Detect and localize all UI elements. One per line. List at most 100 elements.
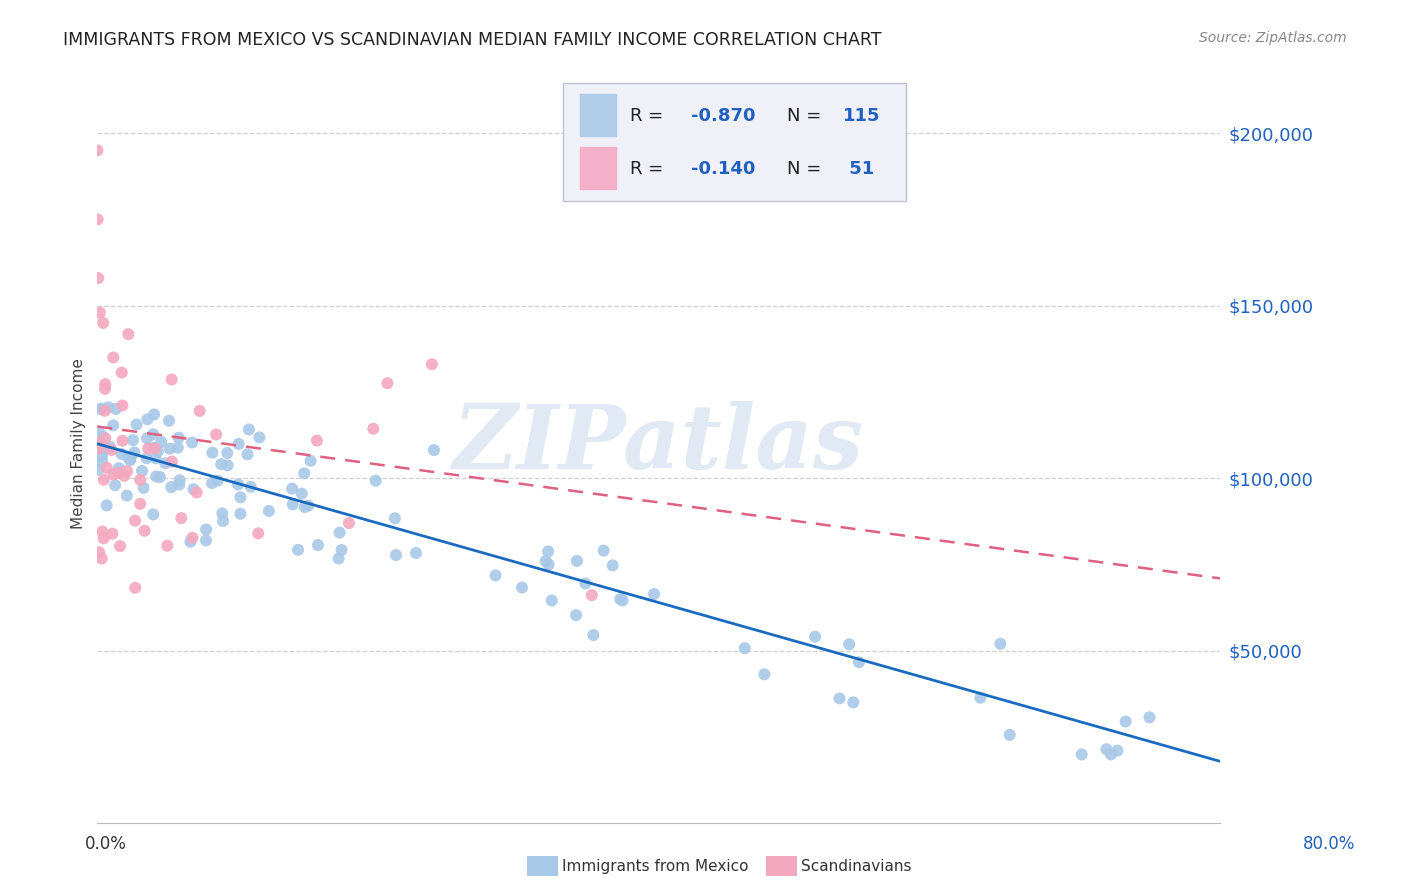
Point [90,551,112,566]
Point [998,728,1021,742]
Point [160,372,183,386]
Point [124,581,146,595]
Point [96,499,118,513]
Point [537,558,560,572]
Point [153,456,176,470]
Point [135,431,157,445]
Point [423,443,446,458]
Point [842,695,865,709]
Text: 51: 51 [844,160,875,178]
Point [186,485,208,500]
Point [87,435,110,450]
Point [212,514,235,528]
Point [167,431,190,445]
Point [540,593,562,607]
Point [643,587,665,601]
Point [136,442,159,456]
Point [122,433,145,447]
Point [1139,710,1161,724]
Point [287,542,309,557]
Point [990,637,1012,651]
Point [169,473,191,487]
Point [384,511,406,525]
Text: Scandinavians: Scandinavians [801,859,912,873]
Point [229,507,252,521]
Point [129,497,152,511]
FancyBboxPatch shape [564,83,905,201]
Text: N =: N = [787,107,827,125]
Point [86,144,108,158]
Point [125,417,148,432]
Point [142,427,165,442]
Point [90,449,112,463]
Point [188,404,211,418]
Point [96,460,118,475]
Point [87,442,110,456]
Point [166,441,188,455]
Point [142,441,165,455]
Point [117,327,139,342]
Point [838,637,860,651]
Point [100,442,122,457]
Point [297,499,319,513]
Point [337,516,360,530]
Point [135,451,157,466]
Point [328,551,350,566]
Point [281,498,304,512]
Point [754,667,776,681]
Point [565,554,588,568]
Point [87,545,110,559]
Point [195,533,218,548]
Point [170,511,193,525]
Point [1115,714,1137,729]
Point [207,474,229,488]
Point [103,351,125,365]
Point [117,450,139,465]
Point [98,440,121,454]
Text: Immigrants from Mexico: Immigrants from Mexico [562,859,749,873]
Point [537,544,560,558]
Point [89,305,111,319]
Point [91,429,114,443]
Point [87,463,110,477]
Point [115,489,138,503]
Point [592,543,614,558]
Text: IMMIGRANTS FROM MEXICO VS SCANDINAVIAN MEDIAN FAMILY INCOME CORRELATION CHART: IMMIGRANTS FROM MEXICO VS SCANDINAVIAN M… [63,31,882,49]
Point [363,422,385,436]
Point [307,538,329,552]
Point [108,461,131,475]
Point [201,476,224,491]
Point [484,568,506,582]
Point [534,554,557,568]
Point [229,491,252,505]
Point [574,576,596,591]
Point [183,482,205,496]
Point [281,482,304,496]
Point [157,414,180,428]
Point [101,526,124,541]
Point [87,425,110,439]
Point [211,506,233,520]
Point [565,608,588,623]
Point [179,534,201,549]
Point [115,464,138,478]
Point [94,382,117,396]
Point [97,401,120,415]
Text: 0.0%: 0.0% [84,835,127,853]
Point [103,418,125,433]
Point [239,480,262,494]
Point [107,466,129,480]
Point [969,690,991,705]
Point [86,212,108,227]
Point [292,467,315,481]
Point [90,401,112,416]
Point [226,477,249,491]
Point [134,524,156,538]
Point [160,480,183,494]
Point [120,451,142,466]
Point [91,454,114,468]
Point [93,473,115,487]
Point [111,434,134,448]
Point [93,532,115,546]
Text: Source: ZipAtlas.com: Source: ZipAtlas.com [1199,31,1347,45]
